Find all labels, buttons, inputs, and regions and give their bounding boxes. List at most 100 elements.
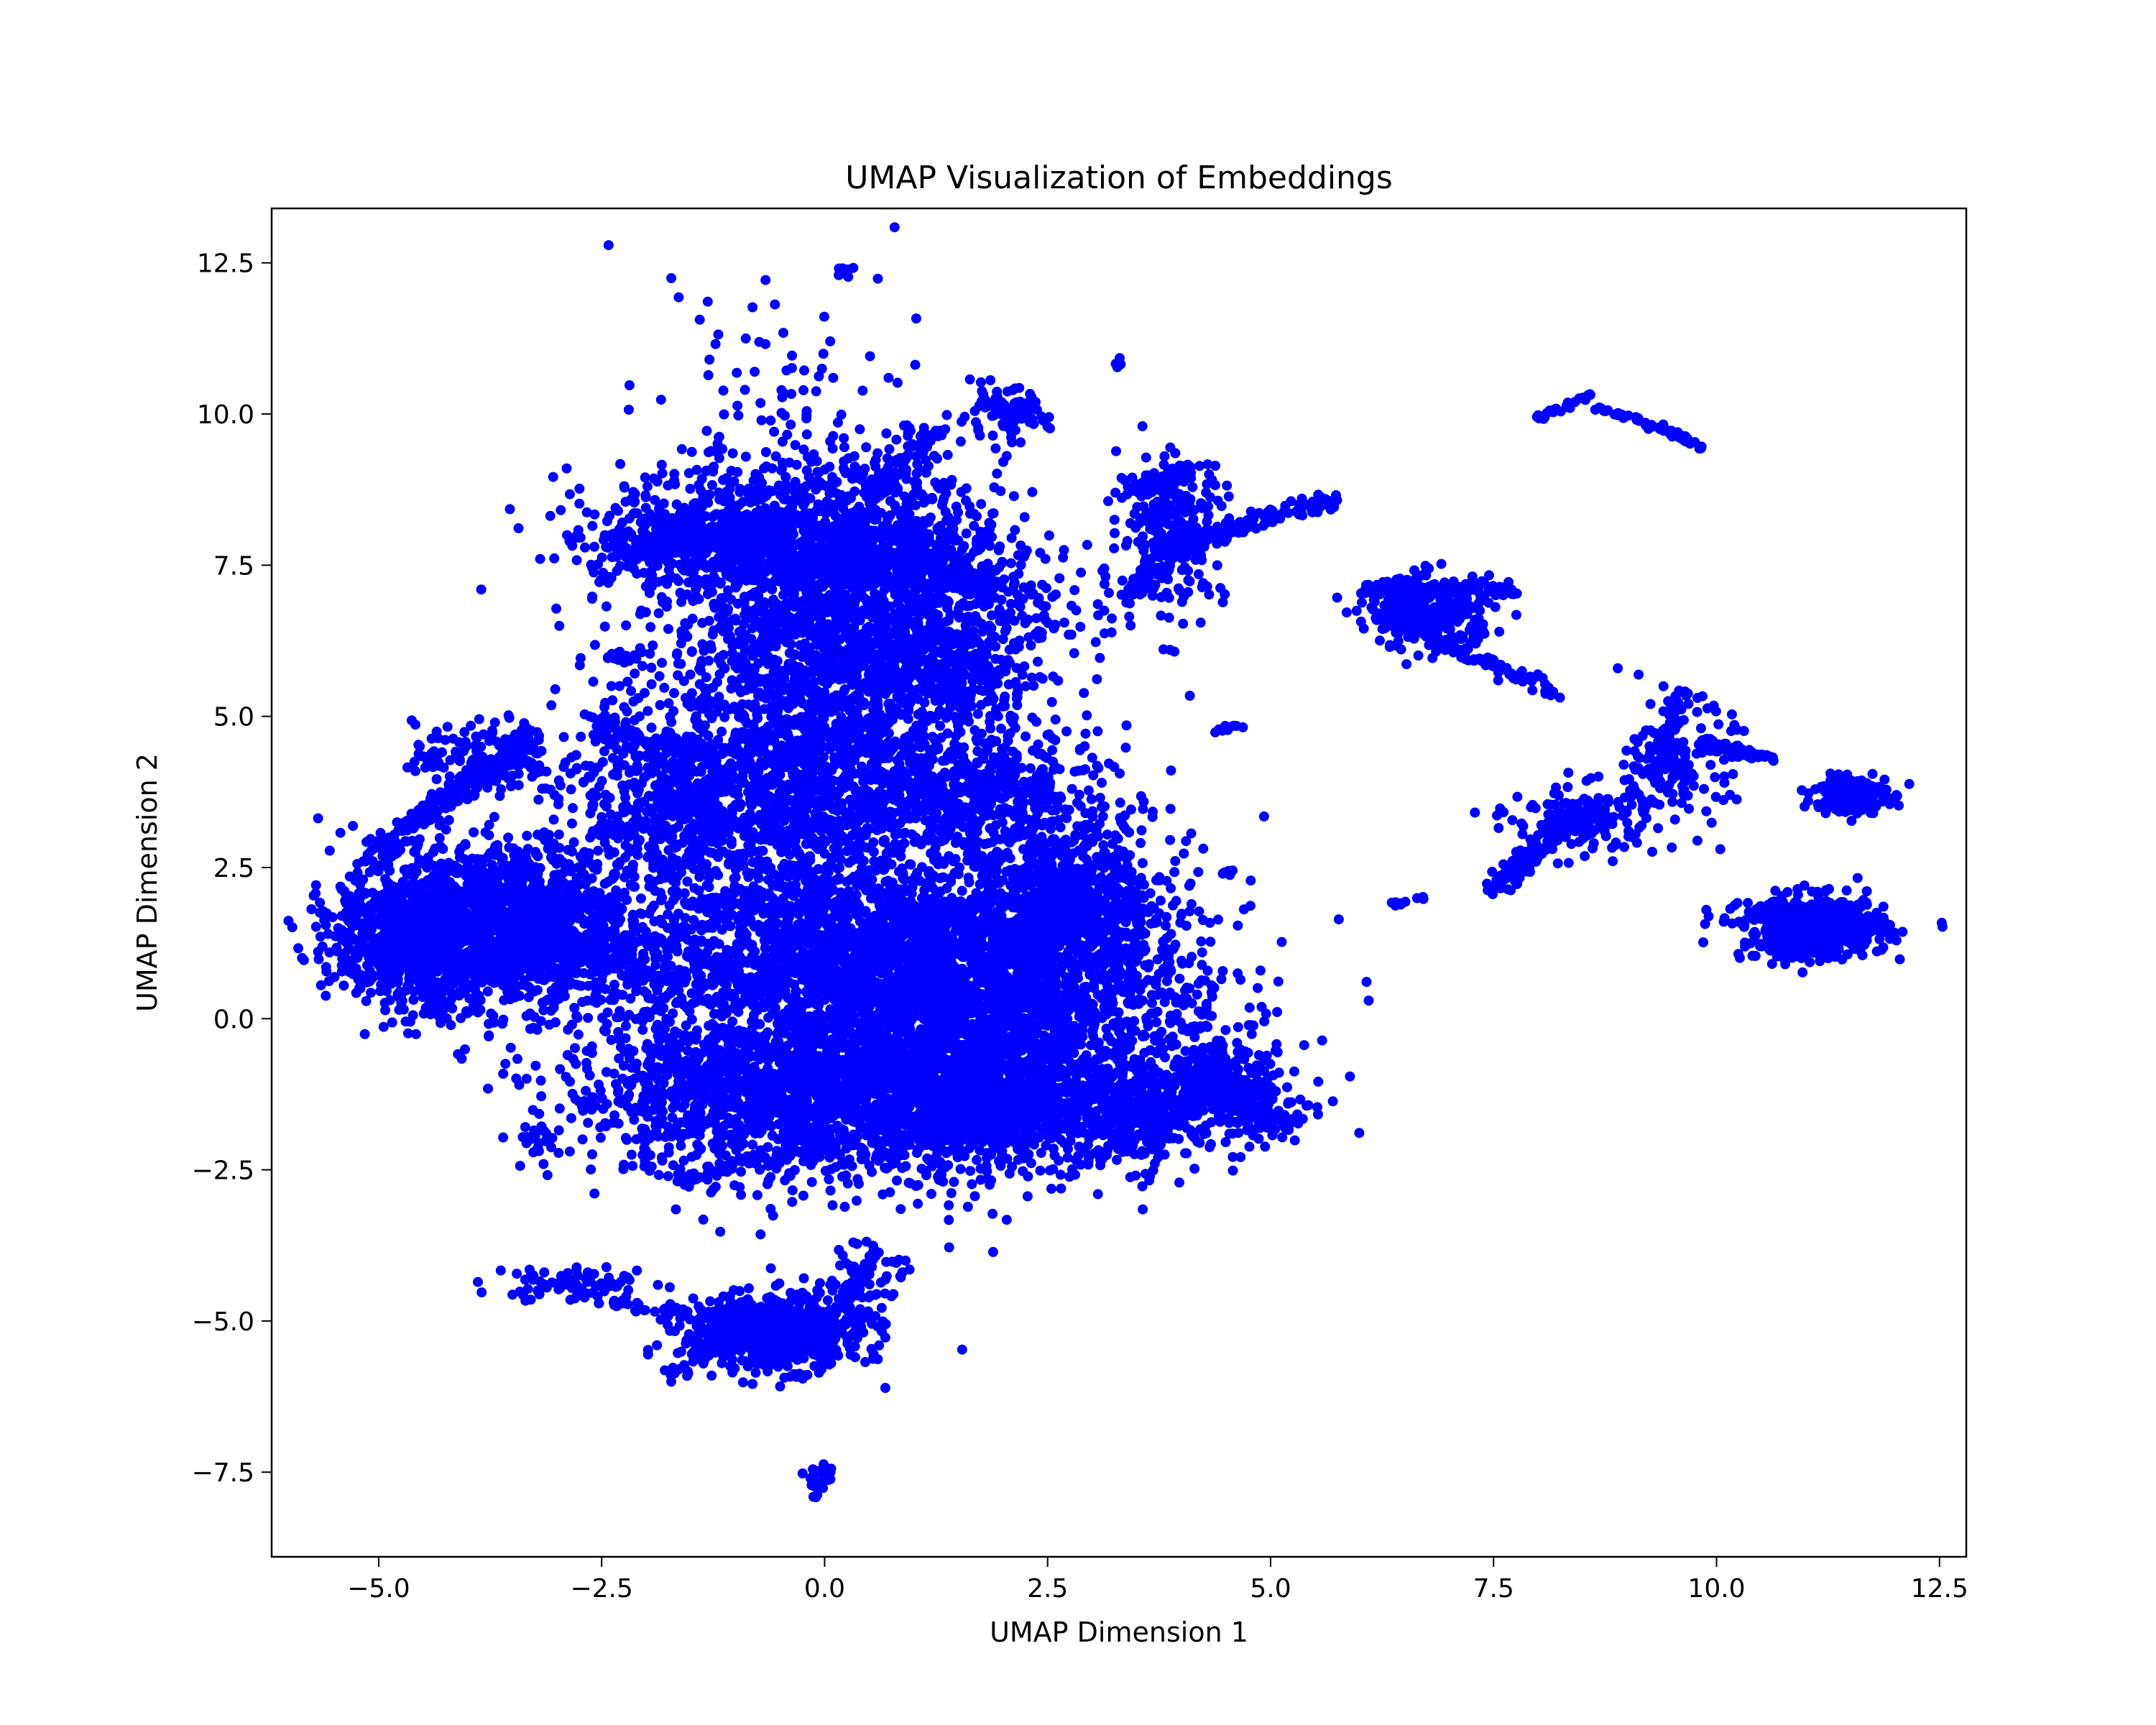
- scatter-point: [635, 893, 646, 904]
- scatter-point: [811, 386, 821, 397]
- scatter-point: [700, 490, 711, 501]
- scatter-point: [635, 609, 645, 620]
- scatter-point: [770, 451, 781, 461]
- scatter-point: [739, 711, 750, 722]
- scatter-point: [825, 336, 836, 346]
- scatter-point: [1082, 540, 1092, 551]
- scatter-point: [702, 296, 713, 307]
- scatter-point: [798, 1190, 808, 1201]
- scatter-point: [645, 567, 655, 578]
- scatter-point: [747, 535, 757, 546]
- scatter-point: [905, 732, 916, 743]
- scatter-point: [699, 720, 710, 731]
- scatter-point: [954, 604, 964, 615]
- scatter-point: [865, 351, 875, 362]
- scatter-point: [905, 684, 915, 694]
- scatter-point: [784, 648, 795, 658]
- scatter-point: [727, 448, 738, 459]
- scatter-point: [789, 835, 800, 846]
- scatter-point: [822, 607, 833, 617]
- scatter-point: [816, 741, 827, 752]
- scatter-point: [819, 671, 829, 682]
- scatter-point: [632, 569, 642, 579]
- scatter-point: [990, 653, 1001, 664]
- scatter-point: [624, 380, 635, 390]
- scatter-point: [589, 509, 600, 520]
- scatter-point: [825, 436, 836, 446]
- scatter-point: [676, 658, 686, 669]
- scatter-point: [872, 273, 883, 284]
- scatter-point: [732, 663, 742, 673]
- scatter-point: [842, 846, 852, 857]
- scatter-point: [707, 579, 718, 589]
- scatter-point: [666, 273, 677, 283]
- scatter-point: [606, 681, 617, 691]
- scatter-point: [773, 702, 784, 713]
- scatter-point: [769, 654, 780, 665]
- scatter-point: [801, 429, 812, 440]
- scatter-point: [883, 699, 894, 709]
- scatter-point: [594, 576, 604, 587]
- scatter-point: [800, 638, 811, 649]
- scatter-point: [995, 486, 1006, 497]
- scatter-point: [1000, 662, 1011, 673]
- scatter-point: [654, 671, 665, 681]
- scatter-point: [513, 523, 524, 533]
- scatter-point: [576, 732, 586, 742]
- scatter-point: [886, 683, 897, 694]
- scatter-point: [696, 474, 707, 484]
- scatter-point: [686, 646, 697, 657]
- scatter-point: [791, 617, 801, 628]
- scatter-point: [602, 516, 612, 527]
- scatter-point: [711, 556, 722, 566]
- scatter-point: [1005, 558, 1016, 569]
- scatter-point: [953, 720, 963, 731]
- scatter-point: [912, 482, 922, 493]
- scatter-point: [992, 468, 1003, 479]
- scatter-point: [747, 857, 758, 868]
- scatter-point: [1001, 623, 1012, 634]
- scatter-point: [776, 385, 787, 395]
- scatter-point: [756, 415, 767, 426]
- scatter-point: [880, 667, 890, 678]
- scatter-point: [1049, 623, 1059, 634]
- scatter-point: [957, 678, 967, 689]
- scatter-point: [710, 339, 721, 349]
- scatter-point: [987, 630, 998, 640]
- scatter-point: [726, 466, 737, 476]
- scatter-point: [827, 482, 837, 493]
- scatter-point: [635, 517, 646, 528]
- scatter-point: [863, 686, 874, 697]
- scatter-point: [1011, 750, 1022, 760]
- scatter-point: [922, 596, 933, 607]
- scatter-point: [574, 498, 585, 509]
- scatter-point: [800, 497, 811, 508]
- scatter-point: [972, 634, 982, 645]
- scatter-point: [798, 385, 808, 395]
- scatter-point: [834, 650, 844, 661]
- scatter-point: [1048, 671, 1059, 682]
- scatter-point: [987, 668, 998, 678]
- scatter-point: [846, 553, 857, 564]
- scatter-point: [814, 371, 824, 382]
- scatter-point: [899, 574, 910, 584]
- scatter-point: [955, 436, 966, 447]
- scatter-point: [1093, 610, 1104, 620]
- scatter-point: [862, 527, 873, 538]
- scatter-point: [623, 405, 634, 415]
- scatter-point: [857, 605, 868, 616]
- scatter-point: [658, 597, 668, 607]
- scatter-point: [549, 553, 560, 564]
- scatter-point: [747, 302, 758, 313]
- scatter-point: [691, 700, 702, 711]
- scatter-point: [940, 533, 951, 543]
- scatter-point: [790, 440, 801, 451]
- scatter-point: [714, 487, 724, 498]
- scatter-point: [1016, 763, 1027, 773]
- scatter-point: [800, 616, 811, 627]
- scatter-point: [760, 275, 771, 285]
- scatter-point: [653, 576, 663, 587]
- scatter-point: [758, 583, 769, 594]
- scatter-point: [760, 447, 771, 457]
- scatter-point: [849, 486, 860, 497]
